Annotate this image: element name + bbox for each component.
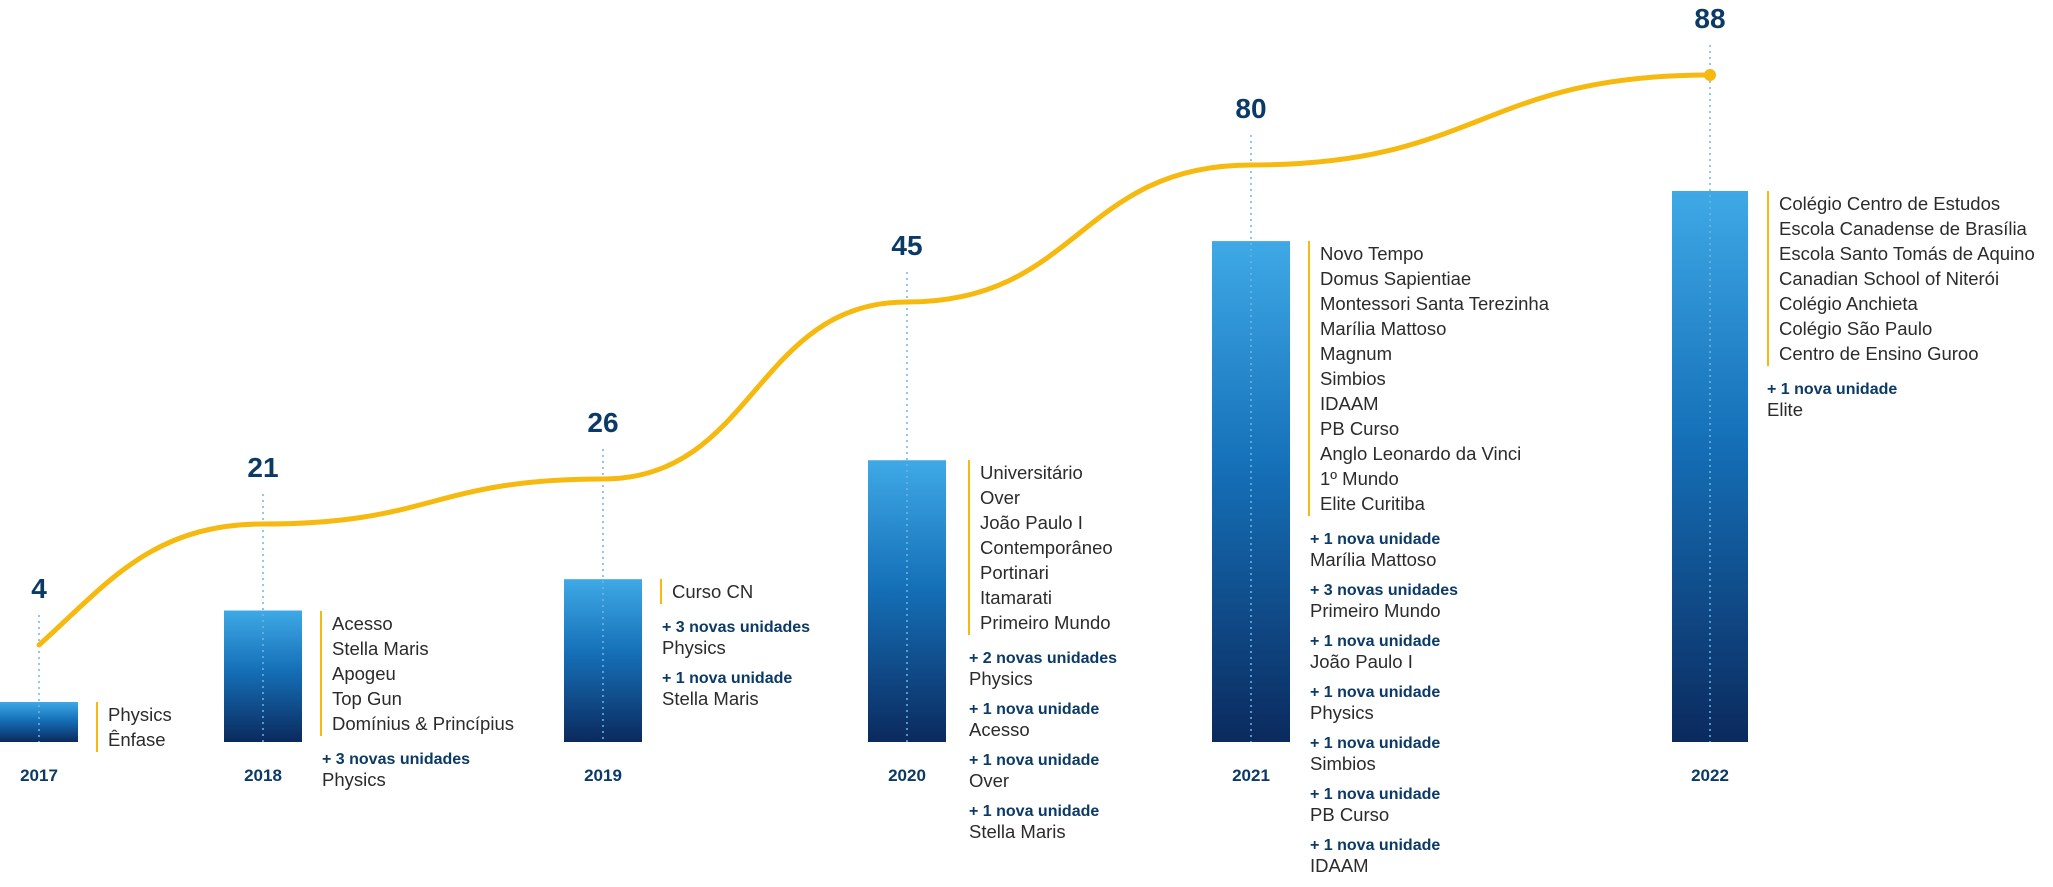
trend-line xyxy=(36,72,1713,648)
growth-chart xyxy=(0,45,1748,742)
trend-end-point xyxy=(1704,69,1716,81)
